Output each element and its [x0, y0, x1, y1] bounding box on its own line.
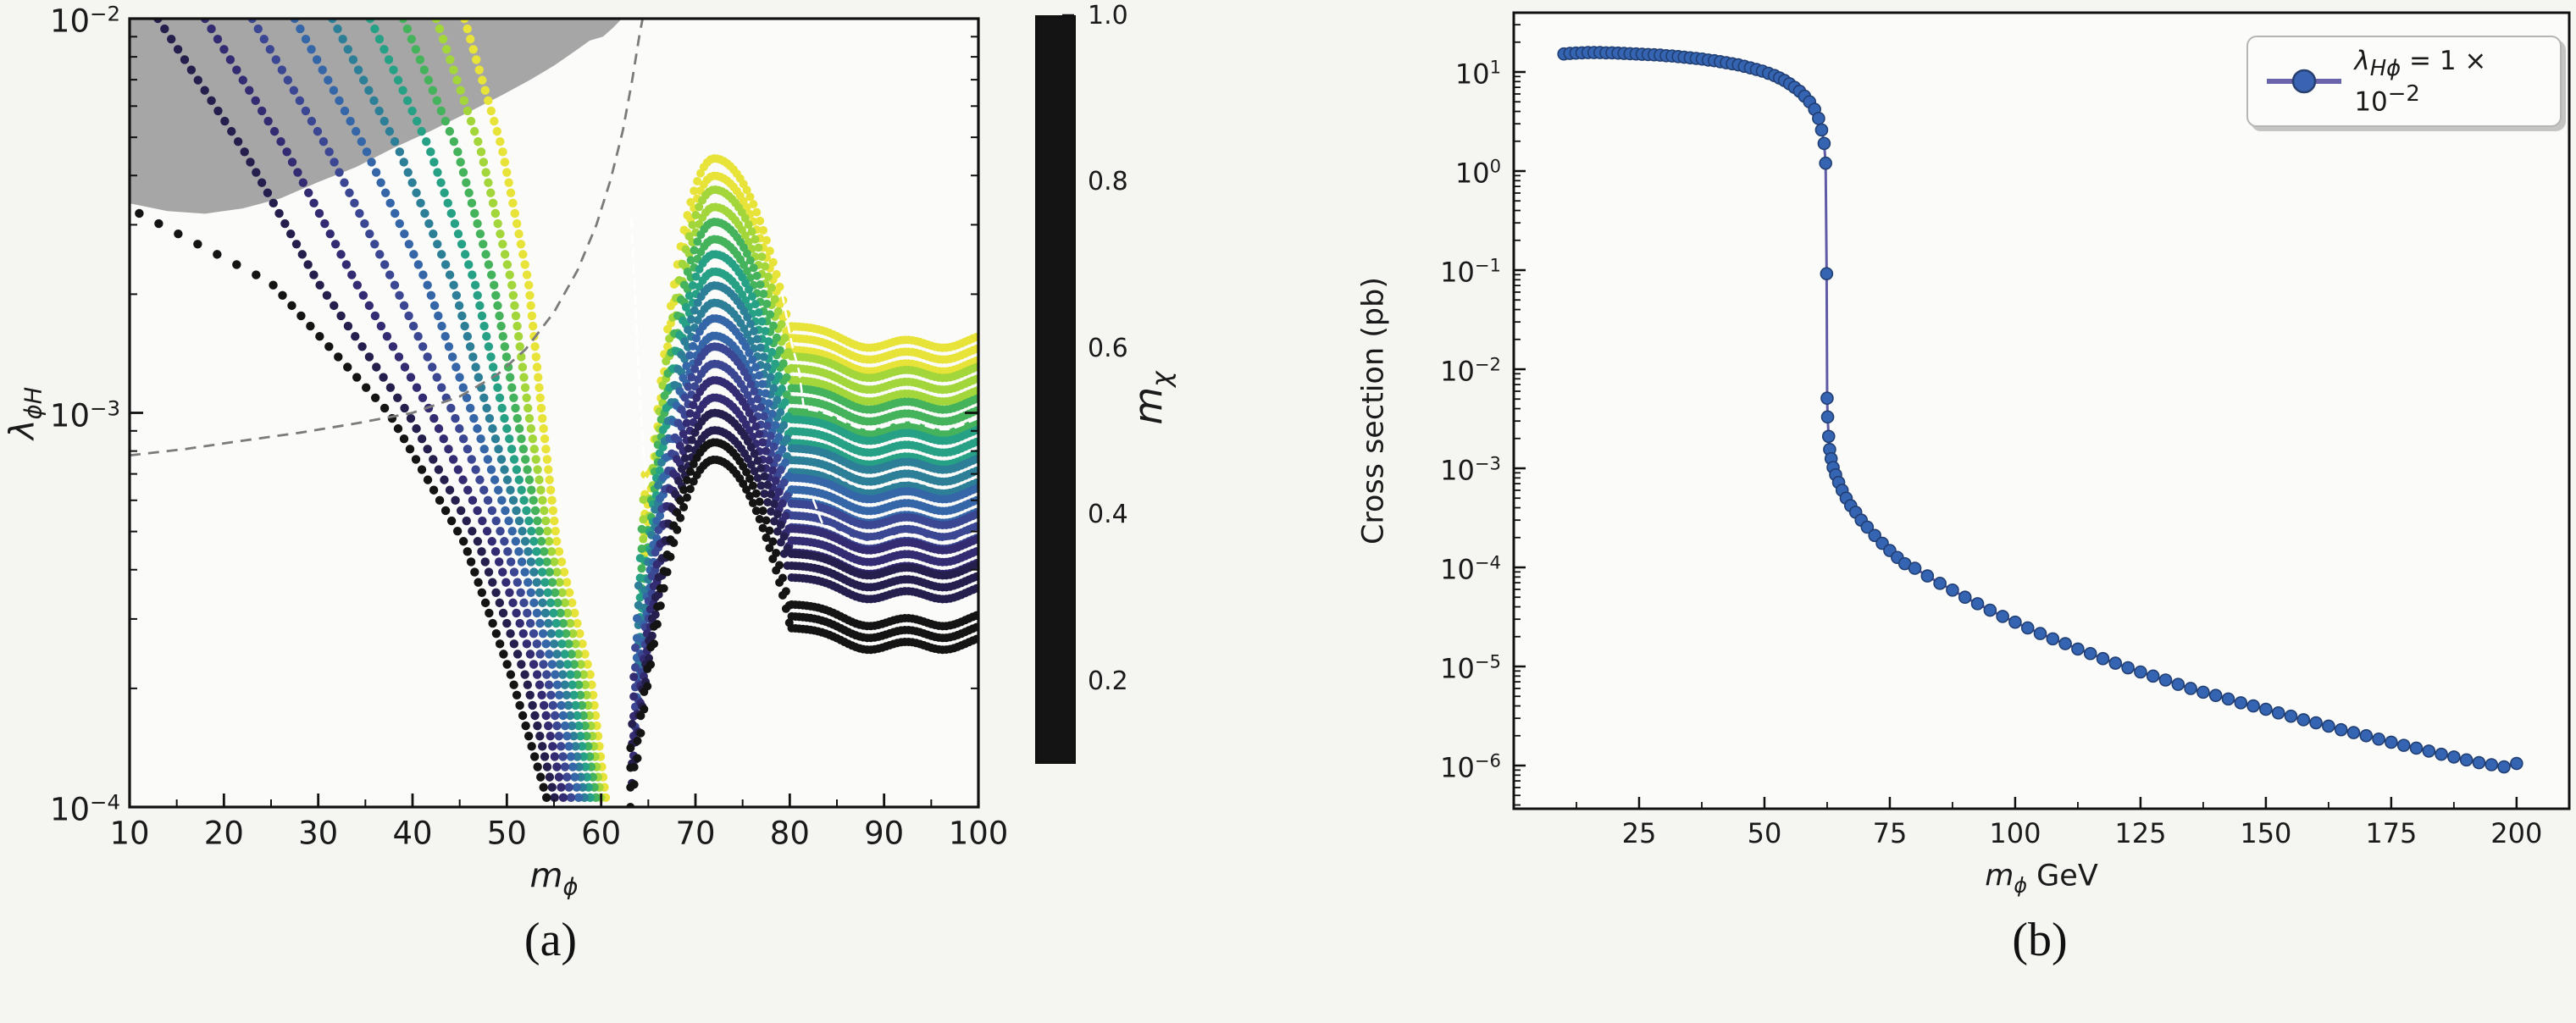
panel-b-x-tick-label-175: 175 — [2365, 817, 2418, 849]
panel-a-x-tick-label-30: 30 — [298, 815, 339, 852]
panel-b-x-tick-label-100: 100 — [1989, 817, 2041, 849]
panel-b-y-tick-label-1e-3: 10−3 — [1440, 452, 1501, 487]
colorbar-tick-label-1.0: 1.0 — [1088, 1, 1128, 30]
legend-exponent: −2 — [2387, 80, 2420, 107]
cross-section-markers — [1557, 46, 2523, 774]
panel-a-y-axis-label: λϕH — [3, 386, 47, 440]
panel-a-y-label-symbol: λ — [3, 419, 42, 440]
panel-a-x-tick-label-60: 60 — [581, 815, 622, 852]
colorbar-tick-label-0.6: 0.6 — [1088, 333, 1128, 363]
panel-a-x-tick-label-90: 90 — [864, 815, 905, 852]
panel-b-x-tick-label-75: 75 — [1872, 817, 1908, 849]
panel-b-x-tick-label-125: 125 — [2114, 817, 2167, 849]
panel-a-y-tick-label-1e-3: 10−3 — [49, 395, 120, 434]
panel-b-x-tick-label-50: 50 — [1747, 817, 1782, 849]
caption-panel-a: (a) — [524, 914, 578, 966]
panel-b-y-tick-label-1e-5: 10−5 — [1440, 650, 1501, 685]
panel-a-y-label-subscript: ϕH — [20, 386, 47, 420]
white-contour-2 — [812, 499, 975, 544]
legend-equation: = 1 × 10 — [2354, 45, 2487, 118]
panel-b-x-tick-label-200: 200 — [2490, 817, 2543, 849]
panel-b-y-tick-label-1e1: 101 — [1454, 56, 1501, 91]
colorbar-tick-label-0.4: 0.4 — [1088, 500, 1128, 530]
panel-b-x-label-symbol: m — [1985, 859, 2014, 893]
panel-a-x-tick-label-20: 20 — [203, 815, 244, 852]
white-contour-0 — [781, 293, 978, 431]
colorbar-label-symbol: m — [1125, 386, 1172, 425]
panel-a-x-tick-label-100: 100 — [948, 815, 1009, 852]
panel-b-frame — [1512, 11, 2571, 810]
panel-b-y-tick-label-1e-6: 10−6 — [1440, 749, 1501, 784]
colorbar-tick-label-0.2: 0.2 — [1088, 666, 1128, 696]
caption-panel-b: (b) — [2012, 914, 2068, 966]
panel-b-x-label-unit: GeV — [2027, 859, 2098, 893]
legend-subscript: Hϕ — [2369, 55, 2401, 81]
legend-sample-graphic — [2267, 69, 2341, 94]
scatter-level-mchi-0.1 — [135, 208, 978, 807]
scatter-level-mchi-0.9 — [431, 19, 978, 803]
panel-a-x-tick-label-70: 70 — [675, 815, 716, 852]
panel-a-y-tick-label-1e-4: 10−4 — [49, 789, 120, 828]
scatter-level-mchi-0.6 — [328, 19, 978, 803]
legend-box: λHϕ = 1 × 10−2 — [2246, 36, 2562, 127]
panel-a-x-tick-label-50: 50 — [486, 815, 527, 852]
white-contour-1 — [826, 472, 950, 489]
panel-a-x-label-symbol: m — [529, 856, 563, 896]
panel-b-y-tick-label-1e0: 100 — [1454, 155, 1501, 190]
panel-b-x-axis-label: mϕ GeV — [1985, 859, 2098, 898]
panel-b-plot-area — [1557, 46, 2523, 774]
dashed-constraint-curve — [130, 19, 645, 457]
panel-b-y-tick-label-1e-4: 10−4 — [1440, 551, 1501, 586]
colorbar-label: mχ — [1125, 371, 1177, 425]
legend-label: λHϕ = 1 × 10−2 — [2354, 46, 2555, 118]
panel-a-x-tick-label-80: 80 — [769, 815, 810, 852]
panel-b-x-label-subscript: ϕ — [2014, 873, 2028, 898]
panel-b-y-axis-label: Cross section (pb) — [1356, 277, 1391, 545]
panel-a-y-tick-label-1e-2: 10−2 — [49, 1, 120, 40]
panel-b-x-tick-label-150: 150 — [2240, 817, 2292, 849]
panel-a-x-axis-label: mϕ — [530, 859, 579, 899]
legend-marker-icon — [2291, 69, 2317, 94]
panel-b-y-tick-label-1e-1: 10−1 — [1440, 254, 1501, 289]
panel-a-plot-area — [130, 19, 978, 807]
colorbar-tick-label-0.8: 0.8 — [1088, 167, 1128, 197]
colorbar-label-subscript: χ — [1146, 371, 1177, 387]
legend-symbol: λ — [2354, 45, 2370, 76]
panel-a-x-label-subscript: ϕ — [562, 874, 579, 901]
panel-b-x-tick-label-25: 25 — [1621, 817, 1657, 849]
white-contour-3 — [629, 218, 648, 494]
colorbar-gradient — [1035, 15, 1076, 764]
panel-a-x-tick-label-40: 40 — [392, 815, 433, 852]
panel-a-x-tick-label-10: 10 — [109, 815, 150, 852]
panel-b-y-tick-label-1e-2: 10−2 — [1440, 353, 1501, 388]
